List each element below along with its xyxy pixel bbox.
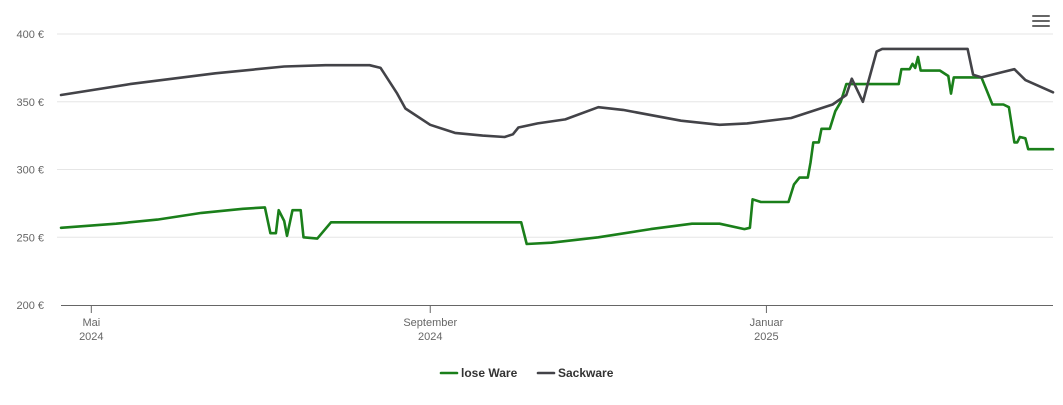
x-tick-label-year: 2024: [418, 331, 442, 343]
x-tick-label-year: 2024: [79, 331, 103, 343]
x-tick-label-month: Mai: [82, 317, 100, 329]
legend-label-lose-ware[interactable]: lose Ware: [461, 366, 518, 380]
y-tick-label: 200 €: [16, 300, 44, 312]
legend-label-sackware[interactable]: Sackware: [558, 366, 614, 380]
y-tick-label: 300 €: [16, 165, 44, 177]
hamburger-menu-icon[interactable]: [1030, 12, 1052, 32]
x-tick-label-year: 2025: [754, 331, 778, 343]
y-tick-label: 350 €: [16, 97, 44, 109]
y-tick-label: 250 €: [16, 232, 44, 244]
x-tick-label-month: Januar: [750, 317, 784, 329]
series-line-sackware: [59, 47, 1055, 139]
y-tick-label: 400 €: [16, 29, 44, 41]
series-line-lose-ware: [59, 55, 1055, 246]
x-tick-label-month: September: [403, 317, 457, 329]
